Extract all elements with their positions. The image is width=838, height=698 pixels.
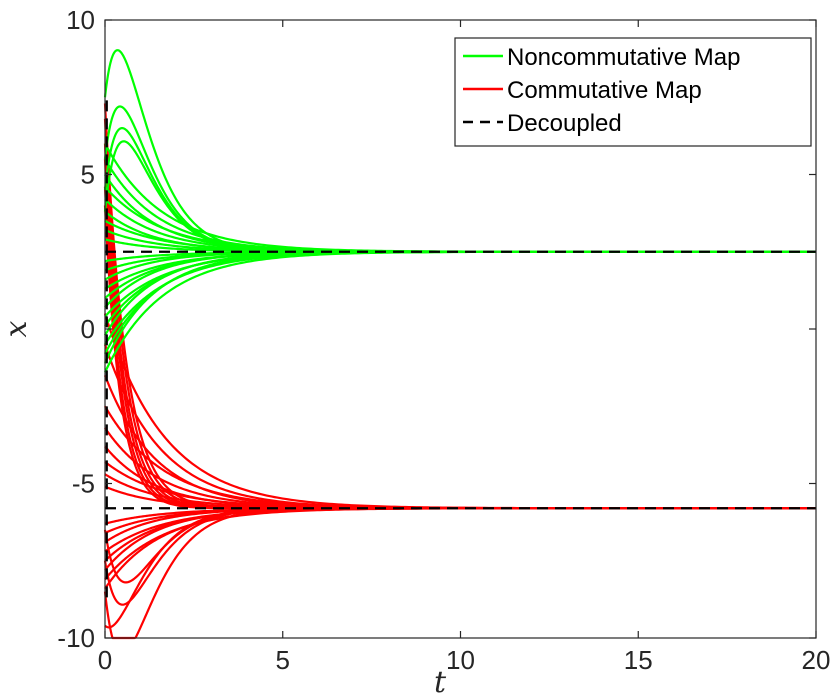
commutative-curve-23 xyxy=(103,142,816,510)
legend-label-2: Decoupled xyxy=(507,110,622,137)
noncommutative-curve-14 xyxy=(103,250,816,309)
legend-box xyxy=(454,37,812,147)
commutative-curve-22 xyxy=(103,117,816,510)
noncommutative-curve-24 xyxy=(103,127,816,253)
commutative-curve-21 xyxy=(103,102,816,510)
commutative-curve-24 xyxy=(103,158,816,510)
noncommutative-curve-20 xyxy=(103,250,816,365)
x-tick-label: 15 xyxy=(624,645,653,675)
y-tick-label: -10 xyxy=(57,623,95,653)
x-tick-label: 10 xyxy=(446,645,475,675)
noncommutative-curve-21 xyxy=(103,250,816,374)
legend: Noncommutative Map Commutative Map Decoupl… xyxy=(454,37,812,147)
legend-label-0: Noncommutative Map xyxy=(507,44,740,71)
commutative-curve-2 xyxy=(103,374,816,510)
y-tick-label: 0 xyxy=(81,314,95,344)
commutative-curve-0 xyxy=(103,312,816,510)
commutative-curve-4 xyxy=(103,426,816,510)
commutative-curve-19 xyxy=(103,507,816,606)
y-tick-label: 10 xyxy=(66,5,95,35)
noncommutative-curve-4 xyxy=(103,198,816,253)
x-tick-label: 0 xyxy=(98,645,112,675)
legend-label-1: Commutative Map xyxy=(507,77,702,104)
commutative-curve-17 xyxy=(103,507,816,640)
x-tick-label: 5 xyxy=(276,645,290,675)
x-axis-label: t xyxy=(434,665,447,698)
y-tick-label: 5 xyxy=(81,160,95,190)
y-tick-label: -5 xyxy=(72,469,95,499)
noncommutative-curve-1 xyxy=(103,157,816,253)
axis-ticks: 0 5 10 15 20 -10 -5 0 5 10 xyxy=(57,5,830,675)
plot-lines xyxy=(103,49,816,640)
y-axis-label: x xyxy=(0,320,34,337)
x-tick-label: 20 xyxy=(802,645,831,675)
commutative-curve-16 xyxy=(103,507,816,590)
commutative-curve-18 xyxy=(103,507,816,629)
commutative-curve-1 xyxy=(103,343,816,510)
commutative-curve-5 xyxy=(103,445,816,510)
